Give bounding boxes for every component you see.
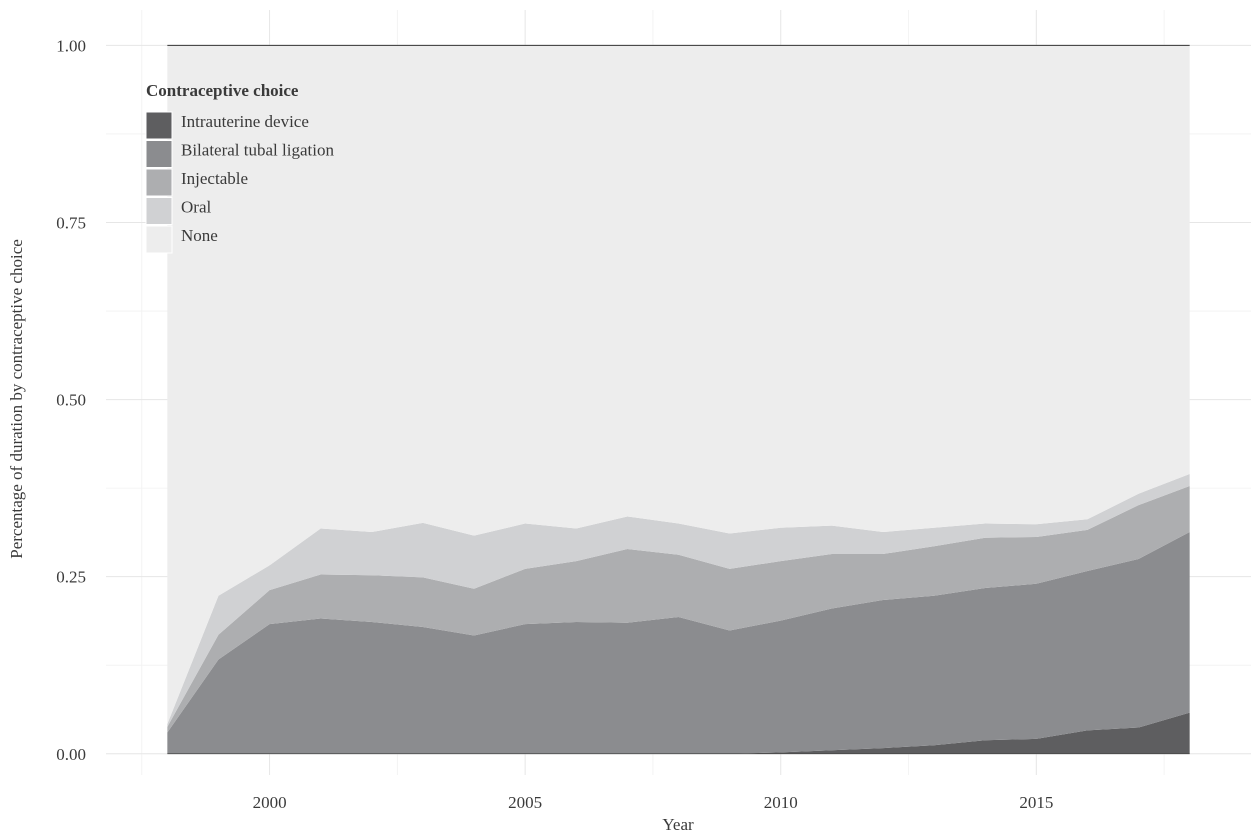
legend-label-bilateral-tubal-ligation: Bilateral tubal ligation [181,141,334,160]
x-tick-label: 2010 [764,793,798,812]
area-series-group [167,44,1190,755]
legend-label-intrauterine-device: Intrauterine device [181,112,309,131]
x-tick-label: 2005 [508,793,542,812]
y-tick-label: 0.75 [56,214,86,233]
y-axis-tick-labels: 0.00 0.25 0.50 0.75 1.00 [56,36,86,763]
legend-label-none: None [181,226,218,245]
area-injectable [167,486,1190,733]
y-tick-label: 1.00 [56,36,86,55]
y-axis-label: Percentage of duration by contraceptive … [7,239,26,559]
legend-key-injectable [145,168,173,197]
legend-key-none [145,225,173,254]
legend-label-oral: Oral [181,198,211,217]
x-axis-tick-labels: 2000 2005 2010 2015 [253,793,1054,812]
x-tick-label: 2000 [253,793,287,812]
legend-title: Contraceptive choice [146,81,299,100]
area-oral [167,473,1190,727]
legend: Contraceptive choice Intrauterine device… [145,81,334,254]
area-bilateral-tubal-ligation [167,532,1190,754]
x-tick-label: 2015 [1019,793,1053,812]
y-tick-label: 0.25 [56,568,86,587]
legend-key-intrauterine-device [145,111,173,140]
area-none [167,45,1190,725]
x-axis-label: Year [662,815,694,834]
legend-items: Intrauterine device Bilateral tubal ligat… [145,111,334,254]
y-tick-label: 0.00 [56,745,86,764]
y-tick-label: 0.50 [56,391,86,410]
legend-key-bilateral-tubal-ligation [145,140,173,168]
legend-label-injectable: Injectable [181,169,248,188]
area-intrauterine-device [167,712,1190,754]
legend-key-oral [145,197,173,225]
